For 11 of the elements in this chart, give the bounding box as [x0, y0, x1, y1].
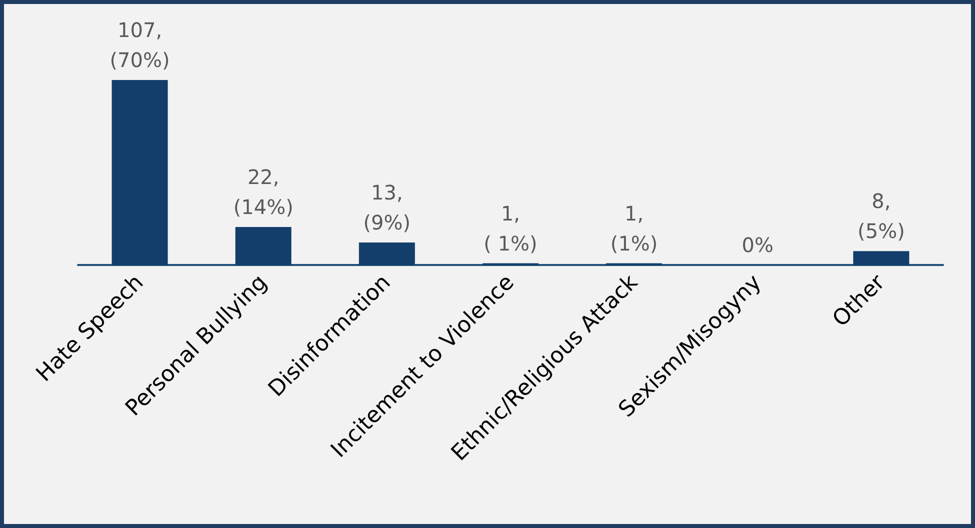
data-label: 13, (9%): [363, 180, 411, 235]
data-label: 0%: [742, 233, 774, 257]
data-label: 22, (14%): [233, 164, 294, 219]
bar: [358, 242, 415, 265]
data-label: 1, ( 1%): [484, 201, 538, 256]
bar: [112, 80, 168, 265]
data-label: 1, (1%): [610, 201, 658, 256]
data-label: 8, (5%): [858, 189, 905, 244]
bar: [235, 226, 292, 265]
bar: [853, 251, 910, 265]
data-label: 107, (70%): [110, 18, 170, 72]
